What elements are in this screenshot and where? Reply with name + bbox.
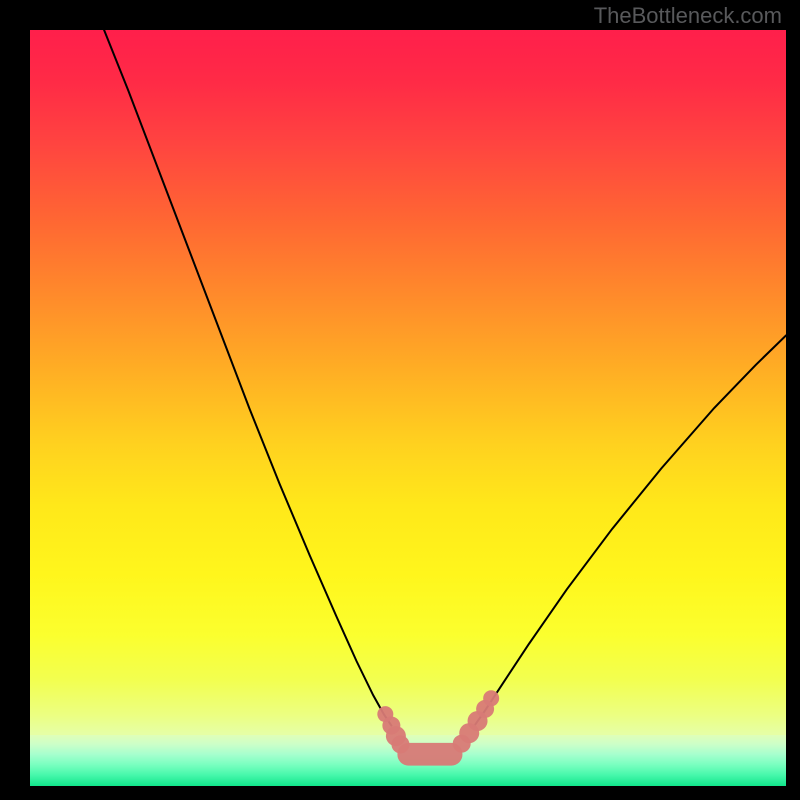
frame-border-bottom [0, 786, 800, 800]
frame-border-right [786, 0, 800, 800]
blob-layer [377, 690, 499, 765]
marker-dot [483, 690, 499, 706]
marker-dot [391, 735, 409, 753]
chart-frame: TheBottleneck.com [0, 0, 800, 800]
plot-area [30, 30, 786, 786]
right-curve [475, 335, 786, 725]
watermark-text: TheBottleneck.com [594, 3, 782, 29]
left-curve [104, 30, 391, 726]
curves-layer [30, 30, 786, 786]
frame-border-left [0, 0, 30, 800]
